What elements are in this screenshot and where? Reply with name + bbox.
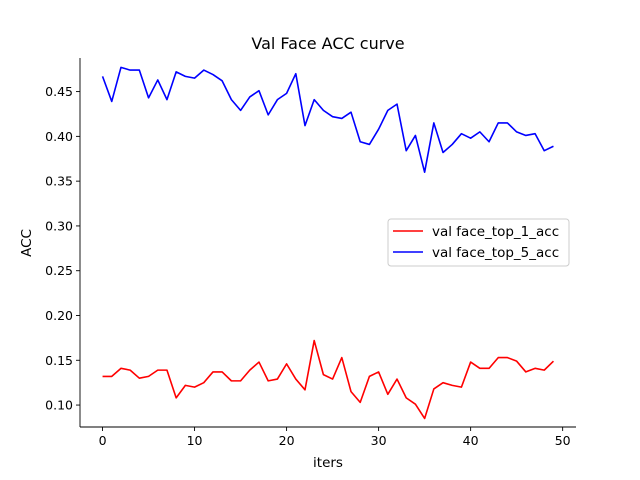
legend-box — [387, 218, 570, 267]
x-tick-label: 0 — [99, 433, 107, 448]
x-tick-label: 30 — [371, 433, 387, 448]
legend-label-top1: val face_top_1_acc — [432, 224, 559, 240]
y-tick-label: 0.15 — [45, 353, 73, 368]
y-tick-label: 0.20 — [45, 308, 73, 323]
x-ticks: 0 10 20 30 40 50 — [99, 427, 571, 448]
x-tick-label: 20 — [279, 433, 295, 448]
chart-title: Val Face ACC curve — [251, 34, 404, 53]
x-tick-label: 50 — [555, 433, 571, 448]
y-tick-label: 0.10 — [45, 398, 73, 413]
y-tick-label: 0.40 — [45, 129, 73, 144]
y-tick-label: 0.45 — [45, 84, 73, 99]
y-axis-label: ACC — [19, 229, 35, 257]
y-tick-label: 0.25 — [45, 263, 73, 278]
y-tick-label: 0.30 — [45, 218, 73, 233]
axes — [79, 58, 576, 428]
plot-area — [101, 66, 555, 420]
x-tick-label: 10 — [187, 433, 203, 448]
y-ticks: 0.10 0.15 0.20 0.25 0.30 0.35 0.40 0.45 — [45, 84, 80, 413]
x-axis-label: iters — [313, 455, 343, 471]
x-tick-label: 40 — [463, 433, 479, 448]
series-line-top5 — [101, 66, 554, 173]
series-line-top1 — [102, 339, 555, 420]
legend-label-top5: val face_top_5_acc — [432, 245, 559, 261]
y-tick-label: 0.35 — [45, 174, 73, 189]
legend: val face_top_1_acc val face_top_5_acc — [387, 218, 570, 267]
